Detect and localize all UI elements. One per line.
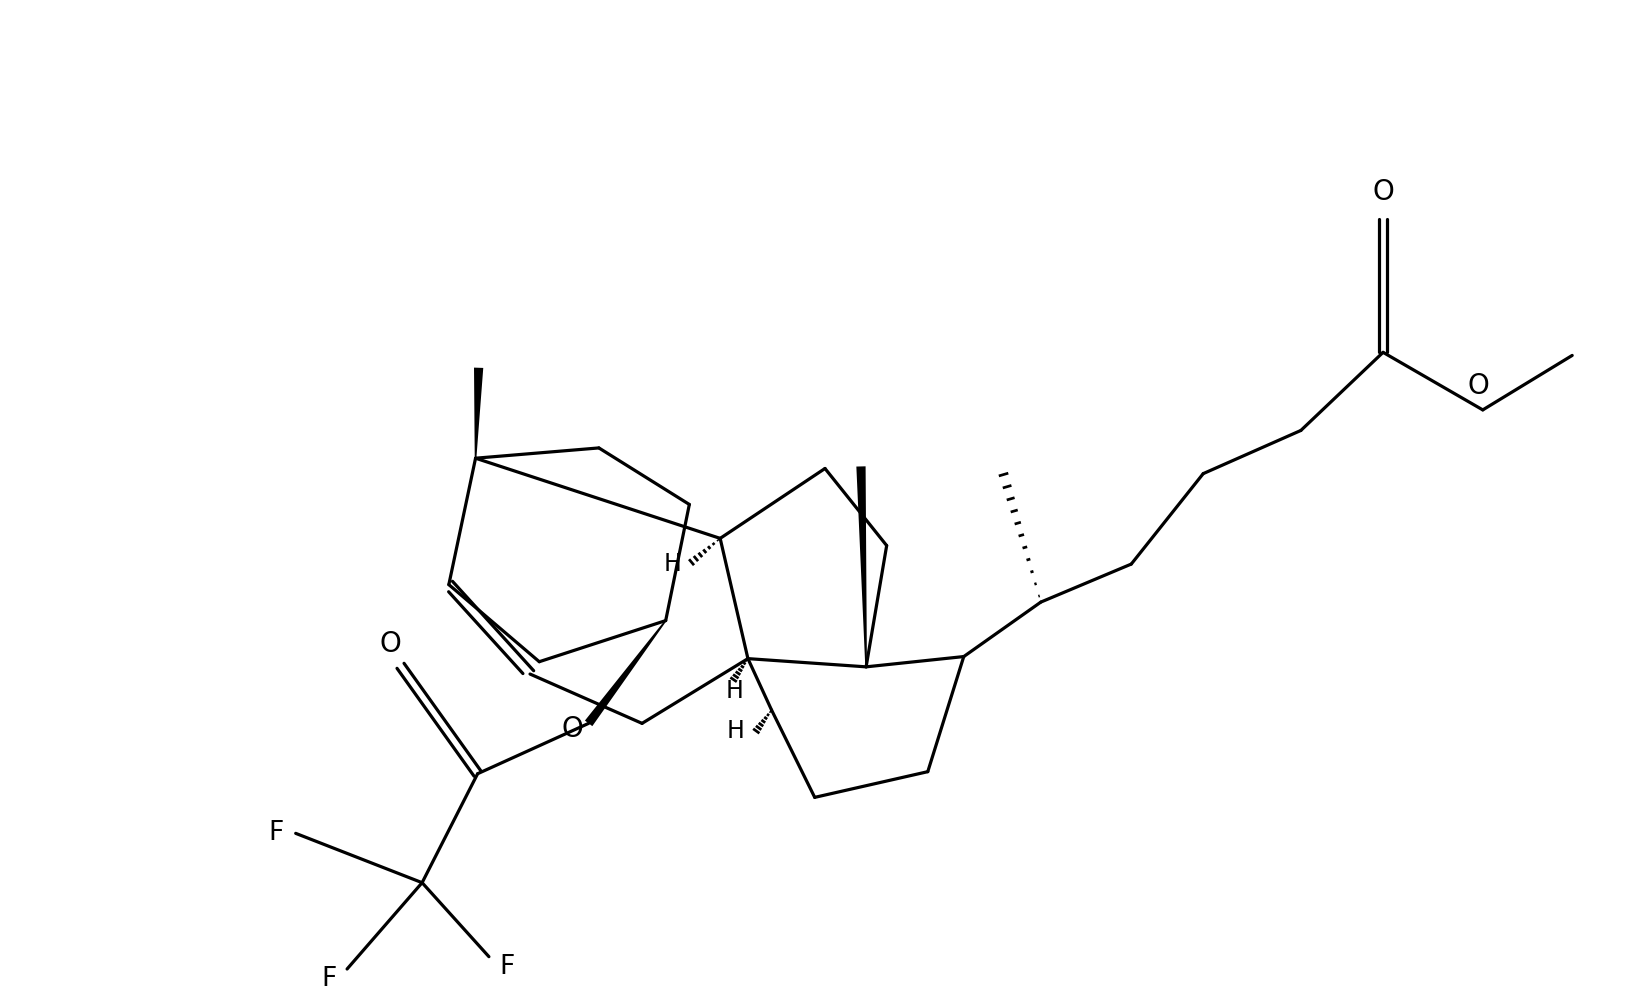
Text: F: F (500, 954, 515, 980)
Text: O: O (1373, 179, 1394, 207)
Text: H: H (728, 718, 744, 742)
Polygon shape (584, 620, 667, 726)
Text: F: F (267, 820, 284, 846)
Text: F: F (322, 966, 337, 992)
Polygon shape (856, 467, 866, 667)
Text: O: O (1468, 372, 1490, 400)
Text: H: H (726, 679, 744, 703)
Text: H: H (663, 552, 681, 576)
Polygon shape (474, 368, 483, 459)
Text: O: O (380, 629, 401, 657)
Text: O: O (561, 714, 584, 742)
